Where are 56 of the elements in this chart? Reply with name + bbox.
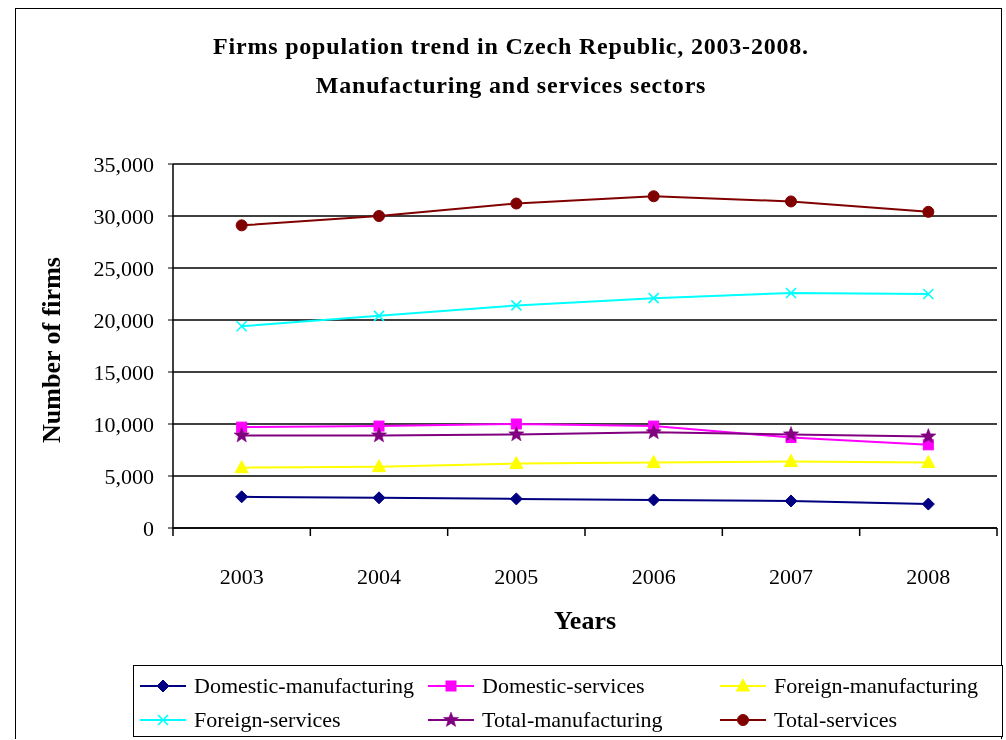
y-tick-label: 15,000 (93, 359, 154, 385)
point (922, 288, 935, 300)
point (647, 190, 660, 203)
x-tick-label: 2004 (357, 564, 401, 589)
legend-label: Domestic-services (482, 673, 645, 699)
point (234, 460, 249, 474)
point (784, 453, 798, 467)
point (921, 454, 936, 468)
legend-label: Foreign-services (194, 707, 341, 733)
point (235, 219, 248, 232)
point (922, 205, 935, 218)
x-tick-label: 2008 (906, 564, 951, 589)
point (235, 320, 248, 333)
y-tick-label: 5,000 (104, 463, 154, 489)
y-tick-label: 0 (143, 515, 154, 541)
y-tick-label: 25,000 (93, 255, 154, 281)
point (373, 210, 385, 222)
x-tick-label: 2007 (769, 564, 813, 589)
point (233, 427, 250, 443)
point (372, 459, 386, 473)
point (647, 292, 660, 304)
y-axis-title: Number of firms (37, 257, 67, 443)
point (508, 426, 525, 442)
point (510, 418, 522, 430)
legend-label: Foreign-manufacturing (774, 673, 979, 699)
y-tick-label: 30,000 (93, 203, 154, 229)
point (645, 424, 662, 440)
chart-title: Firms population trend in Czech Republic, 2003-2008. (212, 32, 810, 61)
legend-label: Domestic-manufacturing (194, 673, 414, 699)
x-tick-label: 2003 (219, 564, 264, 589)
y-tick-label: 20,000 (93, 307, 154, 333)
y-tick-label: 35,000 (93, 151, 154, 177)
point (371, 427, 387, 443)
point (372, 491, 386, 505)
point (785, 287, 797, 299)
point (646, 454, 661, 468)
point (235, 490, 249, 504)
point (510, 197, 523, 210)
legend-label: Total-services (774, 707, 898, 733)
legend-label: Total-manufacturing (482, 707, 663, 733)
y-tick-label: 10,000 (93, 411, 154, 437)
x-tick-label: 2005 (494, 564, 539, 589)
point (785, 195, 797, 208)
point (373, 420, 385, 432)
x-axis-title: Years (553, 606, 617, 636)
point (783, 426, 799, 442)
point (509, 456, 524, 470)
point (921, 497, 935, 511)
point (510, 299, 523, 312)
point (509, 492, 523, 506)
point (784, 494, 798, 508)
chart-subtitle: Manufacturing and services sectors (314, 71, 708, 100)
point (373, 310, 385, 322)
point (647, 493, 661, 507)
point (920, 428, 937, 444)
x-tick-label: 2006 (631, 564, 676, 589)
